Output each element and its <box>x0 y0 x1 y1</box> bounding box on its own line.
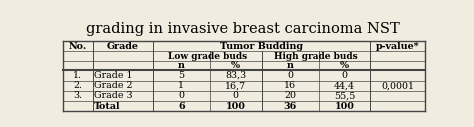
Text: 0,0001: 0,0001 <box>381 81 414 90</box>
Text: %: % <box>231 61 240 70</box>
Text: Grade 1: Grade 1 <box>94 71 132 80</box>
Text: Total: Total <box>94 101 120 110</box>
Text: Grade 2: Grade 2 <box>94 81 132 90</box>
Text: grading in invasive breast carcinoma NST: grading in invasive breast carcinoma NST <box>86 22 400 36</box>
Text: 6: 6 <box>178 101 184 110</box>
Text: 16: 16 <box>284 81 296 90</box>
Text: 0: 0 <box>178 91 184 100</box>
Text: 55,5: 55,5 <box>334 91 355 100</box>
Text: No.: No. <box>69 42 87 51</box>
Text: 36: 36 <box>283 101 297 110</box>
Text: High grade buds: High grade buds <box>274 52 358 61</box>
Text: 0: 0 <box>287 71 293 80</box>
Text: 20: 20 <box>284 91 296 100</box>
Text: %: % <box>340 61 349 70</box>
Text: n: n <box>178 61 185 70</box>
Text: 83,3: 83,3 <box>225 71 246 80</box>
Text: 3.: 3. <box>73 91 82 100</box>
Text: 100: 100 <box>226 101 246 110</box>
Text: n: n <box>287 61 293 70</box>
Text: 44,4: 44,4 <box>334 81 355 90</box>
Text: 100: 100 <box>335 101 355 110</box>
Text: 1: 1 <box>178 81 184 90</box>
Text: 5: 5 <box>178 71 184 80</box>
Text: Low grade buds: Low grade buds <box>167 52 246 61</box>
Text: 16,7: 16,7 <box>225 81 246 90</box>
Text: Grade: Grade <box>107 42 139 51</box>
Text: p-value*: p-value* <box>376 42 419 51</box>
Text: Grade 3: Grade 3 <box>94 91 133 100</box>
Text: 0: 0 <box>233 91 239 100</box>
Text: 1.: 1. <box>73 71 82 80</box>
Text: 0: 0 <box>341 71 347 80</box>
Text: 2.: 2. <box>73 81 82 90</box>
Text: Tumor Budding: Tumor Budding <box>220 42 303 51</box>
